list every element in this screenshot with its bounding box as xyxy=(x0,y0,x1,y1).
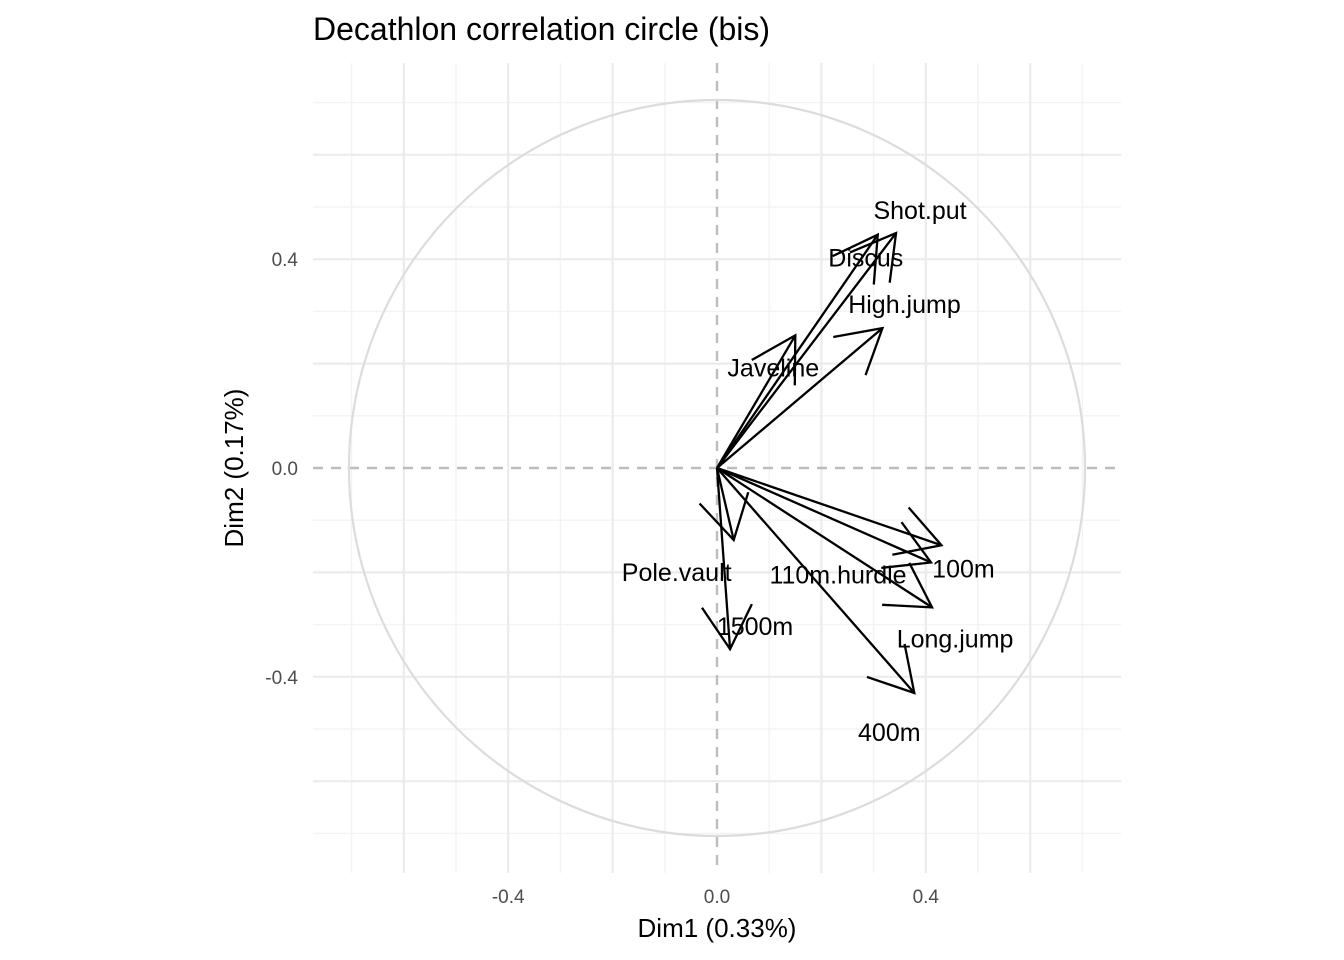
arrow-shaft-100m xyxy=(716,466,942,547)
label-110m-hurdle: 110m.hurdle xyxy=(769,561,906,589)
x-tick-label: 0.4 xyxy=(913,887,940,908)
arrow-head-pole-vault xyxy=(698,491,750,543)
label-discus: Discus xyxy=(828,245,903,273)
x-tick-label: -0.4 xyxy=(492,887,525,908)
arrow-javeline xyxy=(716,333,797,469)
y-tick-labels: -0.4 0.0 0.4 xyxy=(265,250,298,689)
arrow-head-1500m xyxy=(701,603,753,652)
arrow-shaft-110m-hurdle xyxy=(716,466,932,564)
x-tick-label: 0.0 xyxy=(704,887,730,908)
label-1500m: 1500m xyxy=(717,613,793,641)
label-shot-put: Shot.put xyxy=(873,197,966,225)
arrow-head-long-jump xyxy=(882,562,934,609)
arrow-discus xyxy=(716,232,880,469)
y-axis-title: Dim2 (0.17%) xyxy=(219,389,249,548)
x-tick-labels: -0.4 0.0 0.4 xyxy=(492,887,940,908)
arrow-shaft-400m xyxy=(716,467,916,694)
x-axis-title: Dim1 (0.33%) xyxy=(638,913,797,943)
arrow-pole-vault xyxy=(698,467,750,543)
arrow-1500m xyxy=(701,467,753,652)
arrow-shaft-1500m xyxy=(715,467,732,650)
arrow-head-shot-put xyxy=(849,231,898,283)
arrow-shaft-long-jump xyxy=(716,467,933,609)
arrow-shot-put xyxy=(716,231,898,469)
arrow-400m xyxy=(716,467,916,695)
arrow-head-high-jump xyxy=(833,326,885,376)
arrow-long-jump xyxy=(716,467,934,609)
arrow-head-discus xyxy=(832,232,880,285)
label-long-jump: Long.jump xyxy=(897,625,1014,653)
y-tick-label: 0.0 xyxy=(272,459,298,480)
arrow-shaft-shot-put xyxy=(716,232,897,469)
arrow-110m-hurdle xyxy=(716,466,934,570)
label-100m: 100m xyxy=(932,555,995,583)
unit-circle xyxy=(347,98,1087,838)
variable-labels: Shot.put Discus High.jump Javeline 100m 110m.… xyxy=(622,197,1014,747)
label-high-jump: High.jump xyxy=(848,291,961,319)
arrow-shaft-high-jump xyxy=(716,327,884,469)
y-tick-label: -0.4 xyxy=(265,668,298,689)
arrow-head-110m-hurdle xyxy=(881,521,934,570)
y-tick-label: 0.4 xyxy=(272,250,299,271)
arrow-shaft-discus xyxy=(716,234,879,469)
label-javeline: Javeline xyxy=(727,354,819,382)
label-pole-vault: Pole.vault xyxy=(622,559,732,587)
arrow-shaft-pole-vault xyxy=(715,467,735,541)
arrow-high-jump xyxy=(716,326,885,469)
arrow-head-javeline xyxy=(751,333,797,386)
chart-title: Decathlon correlation circle (bis) xyxy=(313,11,770,47)
arrow-head-400m xyxy=(866,643,916,695)
unit-circle-layer xyxy=(347,98,1087,838)
variable-arrows xyxy=(698,231,944,695)
label-400m: 400m xyxy=(858,719,921,747)
arrow-shaft-javeline xyxy=(716,334,797,469)
